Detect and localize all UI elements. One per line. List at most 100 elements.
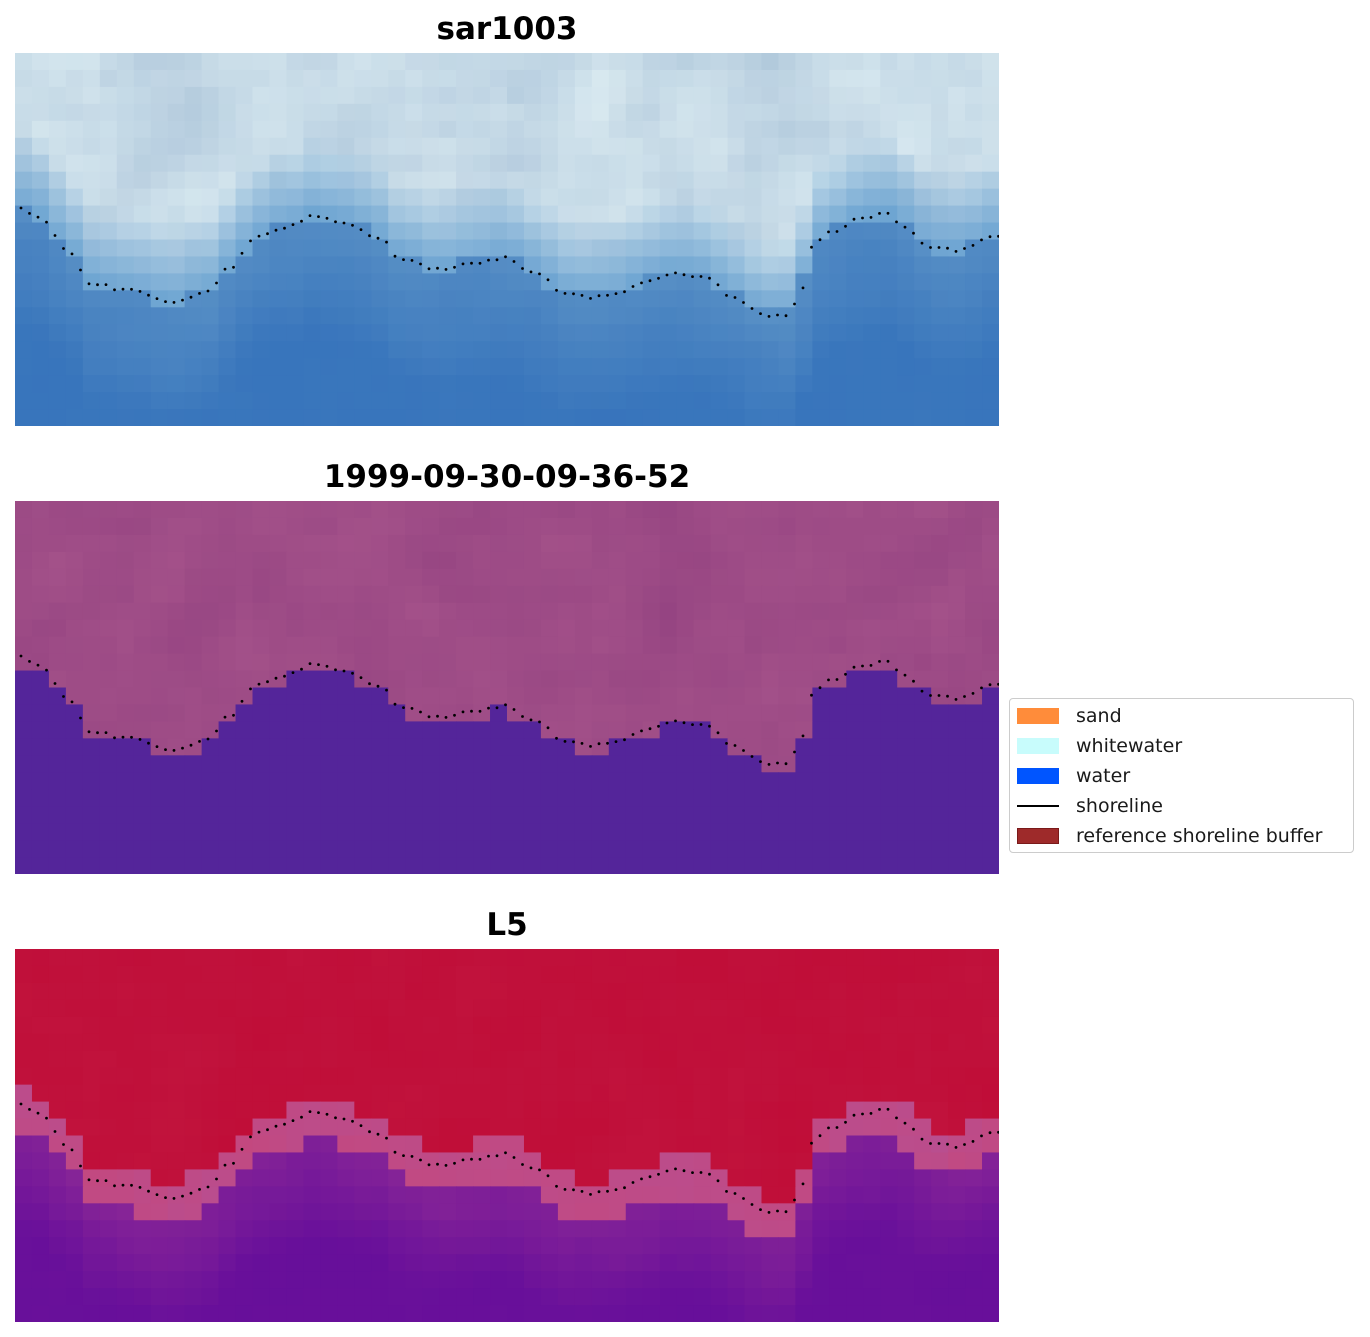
rgb-pixel — [337, 154, 355, 173]
index-pixel — [693, 1169, 712, 1187]
rgb-pixel — [337, 358, 355, 376]
index-pixel — [388, 1220, 406, 1238]
index-pixel — [846, 1169, 864, 1187]
rgb-pixel — [557, 171, 576, 190]
rgb-pixel — [473, 307, 491, 325]
classified-pixel — [490, 534, 508, 553]
classified-pixel — [184, 585, 203, 604]
shoreline-point — [198, 1188, 201, 1191]
classified-pixel — [948, 789, 966, 807]
index-pixel — [948, 1084, 966, 1103]
rgb-pixel — [829, 256, 847, 274]
index-pixel — [31, 1169, 50, 1187]
rgb-pixel — [948, 222, 966, 241]
rgb-pixel — [676, 239, 695, 258]
index-pixel — [863, 965, 881, 984]
index-pixel — [490, 1118, 508, 1137]
rgb-pixel — [235, 120, 254, 139]
rgb-pixel — [473, 324, 491, 342]
rgb-pixel — [965, 205, 983, 224]
index-pixel — [744, 1271, 763, 1289]
index-pixel — [116, 1118, 135, 1137]
rgb-pixel — [965, 392, 983, 410]
classified-pixel — [710, 772, 729, 790]
rgb-pixel — [422, 324, 440, 342]
classified-pixel — [778, 721, 797, 739]
rgb-pixel — [608, 239, 627, 258]
classified-pixel — [235, 534, 254, 553]
index-pixel — [31, 1084, 50, 1103]
rgb-pixel — [812, 171, 830, 190]
rgb-pixel — [167, 53, 186, 71]
classified-image — [15, 501, 999, 874]
index-pixel — [812, 1135, 830, 1154]
rgb-pixel — [693, 154, 712, 173]
rgb-pixel — [608, 392, 627, 410]
rgb-pixel — [761, 222, 780, 241]
shoreline-point — [920, 689, 924, 693]
classified-pixel — [727, 857, 746, 874]
classified-pixel — [371, 704, 389, 722]
classified-pixel — [829, 501, 847, 519]
rgb-pixel — [150, 307, 169, 325]
classified-pixel — [337, 738, 355, 756]
classified-pixel — [473, 670, 491, 689]
index-pixel — [880, 1186, 898, 1204]
index-pixel — [591, 1067, 610, 1086]
index-pixel — [439, 1169, 457, 1187]
classified-pixel — [778, 704, 797, 722]
shoreline-point — [274, 228, 278, 232]
rgb-pixel — [965, 307, 983, 325]
index-pixel — [184, 1135, 203, 1154]
index-pixel — [422, 982, 440, 1001]
classified-pixel — [676, 653, 695, 672]
classified-pixel — [608, 602, 627, 621]
classified-pixel — [388, 738, 406, 756]
rgb-pixel — [795, 273, 813, 291]
rgb-pixel — [744, 137, 763, 156]
classified-pixel — [574, 602, 593, 621]
rgb-pixel — [846, 273, 864, 291]
rgb-pixel — [490, 222, 508, 241]
classified-pixel — [218, 857, 237, 874]
classified-pixel — [931, 551, 949, 570]
rgb-pixel — [608, 171, 627, 190]
index-pixel — [371, 965, 389, 984]
classified-pixel — [507, 517, 525, 536]
index-pixel — [846, 1050, 864, 1069]
classified-pixel — [608, 840, 627, 858]
shoreline-point — [699, 1171, 703, 1174]
rgb-pixel — [116, 290, 135, 308]
index-pixel — [269, 1152, 288, 1170]
index-pixel — [371, 1135, 389, 1154]
classified-pixel — [286, 721, 305, 739]
classified-pixel — [812, 772, 830, 790]
rgb-pixel — [659, 273, 678, 291]
classified-pixel — [778, 619, 797, 638]
index-pixel — [456, 1067, 474, 1086]
classified-pixel — [286, 806, 305, 824]
rgb-pixel — [133, 256, 152, 274]
index-pixel — [591, 1237, 610, 1255]
classified-pixel — [625, 551, 644, 570]
rgb-pixel — [507, 137, 525, 156]
rgb-pixel — [286, 273, 305, 291]
rgb-pixel — [931, 273, 949, 291]
index-pixel — [218, 1033, 237, 1052]
classified-pixel — [31, 738, 50, 756]
index-pixel — [473, 965, 491, 984]
classified-pixel — [218, 534, 237, 553]
classified-pixel — [184, 857, 203, 874]
rgb-pixel — [286, 171, 305, 190]
classified-pixel — [727, 772, 746, 790]
rgb-pixel — [744, 188, 763, 207]
index-pixel — [795, 965, 813, 984]
index-pixel — [422, 1305, 440, 1322]
classified-pixel — [676, 806, 695, 824]
index-pixel — [116, 1016, 135, 1035]
shoreline-point — [223, 1163, 227, 1167]
rgb-pixel — [523, 103, 542, 122]
classified-pixel — [710, 823, 729, 841]
rgb-pixel — [48, 307, 67, 325]
rgb-pixel — [557, 290, 576, 308]
